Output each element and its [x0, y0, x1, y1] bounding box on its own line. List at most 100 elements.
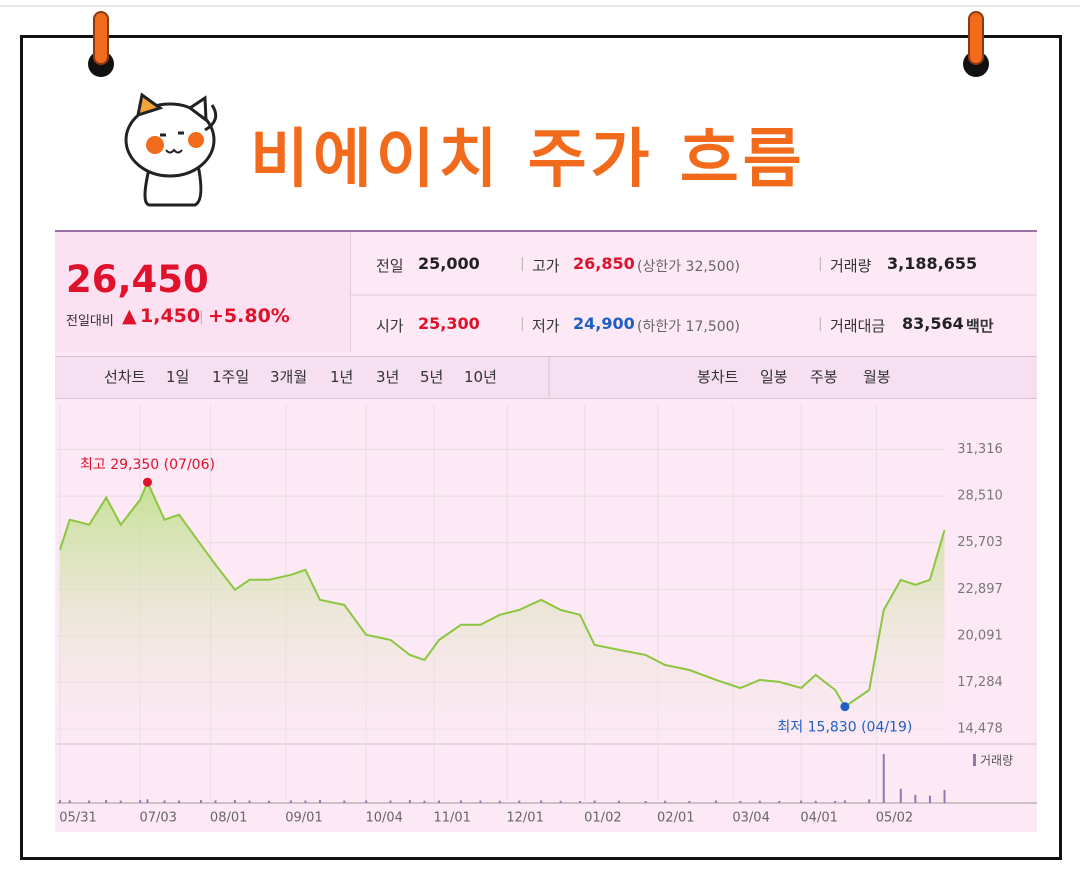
- field-value: 25,300: [418, 314, 480, 333]
- volume-bar: [459, 800, 462, 803]
- volume-bar: [664, 800, 667, 803]
- volume-bar: [479, 800, 482, 803]
- volume-bar: [438, 800, 441, 803]
- page-title: 비에이치 주가 흐름: [250, 123, 806, 197]
- volume-bar: [105, 799, 108, 803]
- tab[interactable]: 3년: [376, 368, 400, 386]
- cat-illustration: [124, 92, 218, 207]
- y-tick-label: 22,897: [957, 582, 1003, 597]
- y-tick-label: 14,478: [957, 722, 1003, 737]
- price-line: [59, 479, 946, 709]
- x-tick-label: 12/01: [506, 811, 543, 826]
- field-label: 거래대금: [830, 317, 886, 335]
- volume-bar: [68, 800, 71, 803]
- volume-bar: [758, 800, 761, 803]
- x-tick-label: 01/02: [584, 811, 621, 826]
- extreme-marker: [840, 702, 850, 712]
- volume-bar: [267, 800, 270, 803]
- volume-bar: [119, 800, 122, 803]
- field-label: 고가: [532, 257, 560, 275]
- divider: |: [520, 316, 525, 332]
- legend-swatch: [973, 754, 976, 766]
- volume-bar: [59, 800, 61, 803]
- volume-bar: [617, 800, 620, 803]
- divider: |: [520, 256, 525, 272]
- volume-bar: [715, 800, 718, 803]
- frame: [20, 35, 1062, 860]
- y-tick-label: 17,284: [957, 675, 1003, 690]
- volume-bar: [289, 800, 292, 803]
- tab[interactable]: 1일: [166, 368, 190, 386]
- tab[interactable]: 주봉: [810, 368, 838, 386]
- volume-bar: [644, 800, 647, 803]
- field-value: 83,564: [902, 314, 964, 333]
- change-percent: +5.80%: [208, 305, 290, 327]
- field-value: 3,188,655: [887, 254, 978, 273]
- tab-group-label: 봉차트: [697, 368, 739, 386]
- x-tick-label: 08/01: [210, 811, 247, 826]
- volume-bar: [868, 799, 871, 803]
- field-label: 저가: [532, 317, 560, 335]
- volume-bar: [914, 794, 917, 803]
- annotation: 최고 29,350 (07/06): [80, 457, 215, 473]
- field-value: 25,000: [418, 254, 480, 273]
- x-tick-label: 04/01: [800, 811, 837, 826]
- field-value: 26,850: [573, 254, 635, 273]
- tab[interactable]: 10년: [464, 368, 497, 386]
- extreme-marker: [142, 477, 152, 487]
- volume-bar: [778, 800, 781, 803]
- y-tick-label: 25,703: [957, 535, 1003, 550]
- tab[interactable]: 5년: [420, 368, 444, 386]
- volume-bar: [146, 799, 149, 803]
- x-tick-label: 07/03: [139, 811, 176, 826]
- volume-bar: [800, 800, 803, 803]
- tab[interactable]: 1주일: [212, 368, 250, 386]
- tab-group-label: 선차트: [104, 368, 146, 386]
- x-tick-label: 11/01: [433, 811, 470, 826]
- x-tick-label: 05/31: [59, 811, 96, 826]
- volume-bar: [943, 789, 946, 803]
- volume-bar: [304, 800, 307, 803]
- field-label: 거래량: [830, 257, 872, 275]
- divider: |: [818, 316, 823, 332]
- y-tick-label: 20,091: [957, 628, 1003, 643]
- legend-label: 거래량: [980, 754, 1013, 768]
- field-note: (하한가 17,500): [637, 319, 741, 335]
- tab[interactable]: 3개월: [270, 368, 308, 386]
- volume-bar: [199, 800, 202, 803]
- volume-bar: [688, 800, 691, 803]
- x-tick-label: 09/01: [285, 811, 322, 826]
- volume-bar: [814, 800, 817, 803]
- tab-bar: [55, 356, 1037, 399]
- price-cell: [55, 232, 351, 352]
- volume-bar: [579, 800, 582, 803]
- volume-bar: [139, 800, 142, 803]
- volume-bar: [518, 800, 521, 803]
- x-tick-label: 10/04: [365, 811, 402, 826]
- volume-bar: [88, 800, 91, 803]
- current-price: 26,450: [66, 258, 209, 301]
- tab[interactable]: 일봉: [760, 368, 788, 386]
- x-tick-label: 05/02: [876, 811, 913, 826]
- volume-bar: [739, 800, 742, 803]
- change-sign: ▲: [122, 305, 137, 327]
- tab[interactable]: 월봉: [863, 368, 891, 386]
- volume-bar: [163, 800, 166, 803]
- volume-bar: [843, 800, 846, 803]
- volume-bar: [365, 800, 368, 803]
- tab-active[interactable]: 1년: [330, 368, 354, 386]
- y-tick-label: 31,316: [957, 442, 1003, 457]
- volume-bar: [899, 788, 902, 803]
- volume-bar: [593, 800, 596, 803]
- pin: [963, 11, 989, 77]
- field-value: 24,900: [573, 314, 635, 333]
- annotation: 최저 15,830 (04/19): [777, 720, 912, 736]
- field-label: 전일: [376, 257, 404, 275]
- field-label: 시가: [376, 317, 404, 335]
- volume-bar: [498, 800, 501, 803]
- volume-bar: [233, 800, 236, 803]
- change-label: 전일대비: [66, 314, 114, 329]
